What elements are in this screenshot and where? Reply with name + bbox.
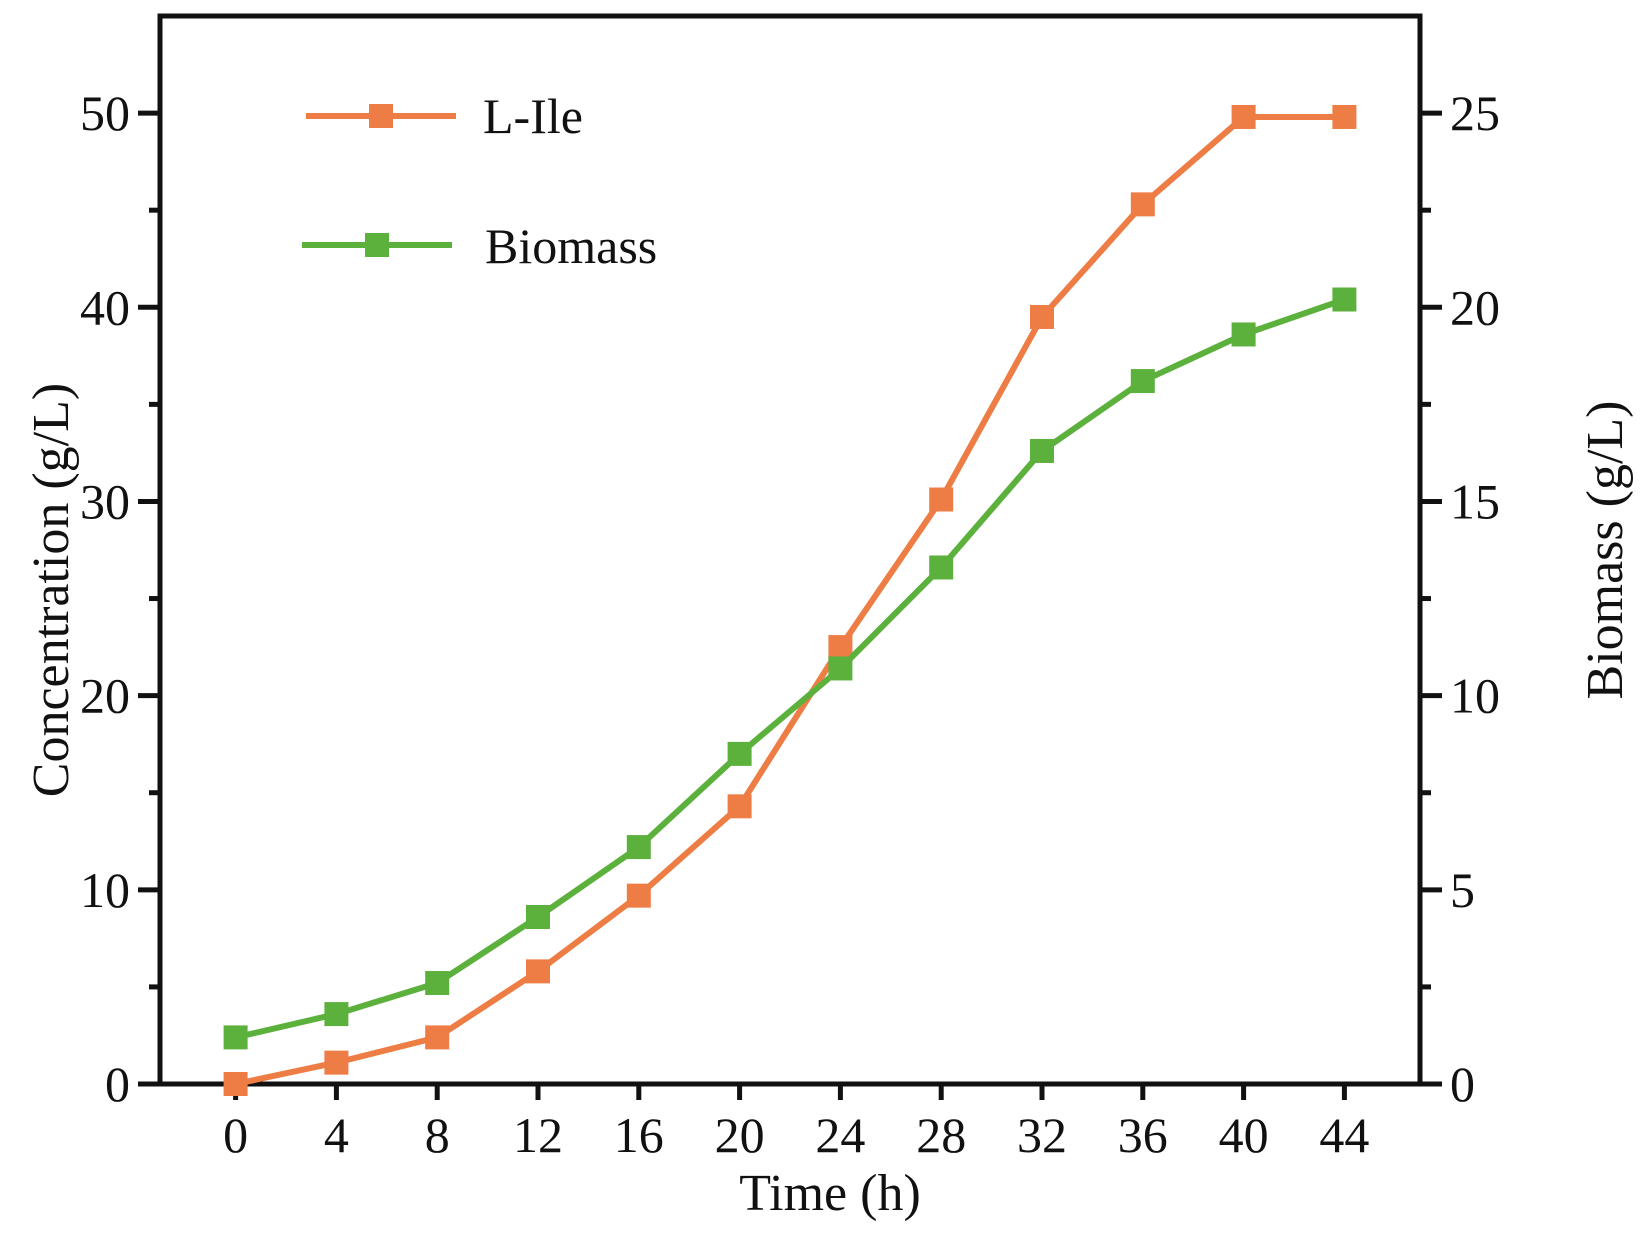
- point-biomass-44: [1332, 287, 1357, 312]
- point-l-ile-28: [929, 487, 954, 512]
- point-biomass-20: [727, 741, 752, 766]
- x-tick-label-4: 4: [324, 1107, 349, 1163]
- point-biomass-28: [929, 555, 954, 580]
- point-l-ile-12: [526, 959, 550, 984]
- point-l-ile-32: [1030, 304, 1054, 329]
- legend-label-biomass: Biomass: [485, 218, 657, 274]
- point-l-ile-40: [1231, 104, 1256, 129]
- point-l-ile-16: [626, 883, 651, 908]
- x-tick-label-36: 36: [1118, 1107, 1168, 1163]
- x-axis-ticks: 0 4 8 12 16 20 24 28 32 36 40 44: [223, 1084, 1369, 1163]
- point-l-ile-8: [425, 1025, 450, 1050]
- point-biomass-16: [626, 835, 651, 860]
- series-line-biomass: [234, 296, 1346, 1041]
- point-biomass-12: [526, 905, 550, 930]
- right-y-tick-label-25: 25: [1450, 85, 1500, 141]
- point-l-ile-36: [1130, 192, 1155, 217]
- right-y-axis-title: Biomass (g/L): [1577, 401, 1634, 700]
- right-y-tick-label-5: 5: [1450, 862, 1475, 918]
- point-biomass-40: [1231, 322, 1256, 347]
- x-tick-label-24: 24: [815, 1107, 865, 1163]
- right-y-axis-ticks: 0 5 10 15 20 25: [1420, 85, 1500, 1112]
- series-layer: [223, 104, 1357, 1096]
- x-axis-title: Time (h): [739, 1165, 921, 1222]
- x-tick-label-32: 32: [1017, 1107, 1067, 1163]
- point-biomass-8: [425, 971, 450, 996]
- point-l-ile-4: [324, 1050, 349, 1075]
- x-tick-label-0: 0: [223, 1107, 248, 1163]
- left-y-tick-label-0: 0: [105, 1056, 130, 1112]
- legend-label-l-ile: L-Ile: [483, 88, 583, 144]
- x-tick-label-44: 44: [1319, 1107, 1369, 1163]
- left-y-axis-ticks: 0 10 20 30 40 50: [80, 85, 160, 1112]
- x-tick-label-8: 8: [425, 1107, 450, 1163]
- x-tick-label-40: 40: [1219, 1107, 1269, 1163]
- point-l-ile-24: [828, 635, 853, 660]
- right-y-tick-label-15: 15: [1450, 473, 1500, 529]
- point-biomass-32: [1030, 438, 1054, 463]
- legend-marker-l-ile: [369, 104, 393, 128]
- point-l-ile-44: [1332, 104, 1357, 129]
- right-y-tick-label-0: 0: [1450, 1056, 1475, 1112]
- legend-marker-biomass: [365, 233, 389, 257]
- point-l-ile-20: [727, 794, 752, 819]
- x-tick-label-28: 28: [916, 1107, 966, 1163]
- series-line-l-ile: [234, 114, 1345, 1087]
- legend: L-Ile Biomass: [302, 88, 657, 274]
- point-biomass-0: [223, 1025, 248, 1050]
- left-y-tick-label-30: 30: [80, 473, 130, 529]
- x-tick-label-20: 20: [715, 1107, 765, 1163]
- point-biomass-36: [1130, 369, 1155, 394]
- point-biomass-24: [828, 656, 853, 681]
- plot-frame: [157, 13, 1423, 1087]
- right-y-tick-label-10: 10: [1450, 668, 1500, 724]
- left-y-tick-label-10: 10: [80, 862, 130, 918]
- left-y-tick-label-50: 50: [80, 85, 130, 141]
- point-biomass-4: [324, 1002, 349, 1027]
- left-y-tick-label-40: 40: [80, 279, 130, 335]
- left-y-tick-label-20: 20: [80, 668, 130, 724]
- right-y-tick-label-20: 20: [1450, 279, 1500, 335]
- x-tick-label-16: 16: [614, 1107, 664, 1163]
- point-l-ile-0: [223, 1072, 248, 1096]
- left-y-axis-title: Concentration (g/L): [23, 383, 80, 797]
- x-tick-label-12: 12: [513, 1107, 563, 1163]
